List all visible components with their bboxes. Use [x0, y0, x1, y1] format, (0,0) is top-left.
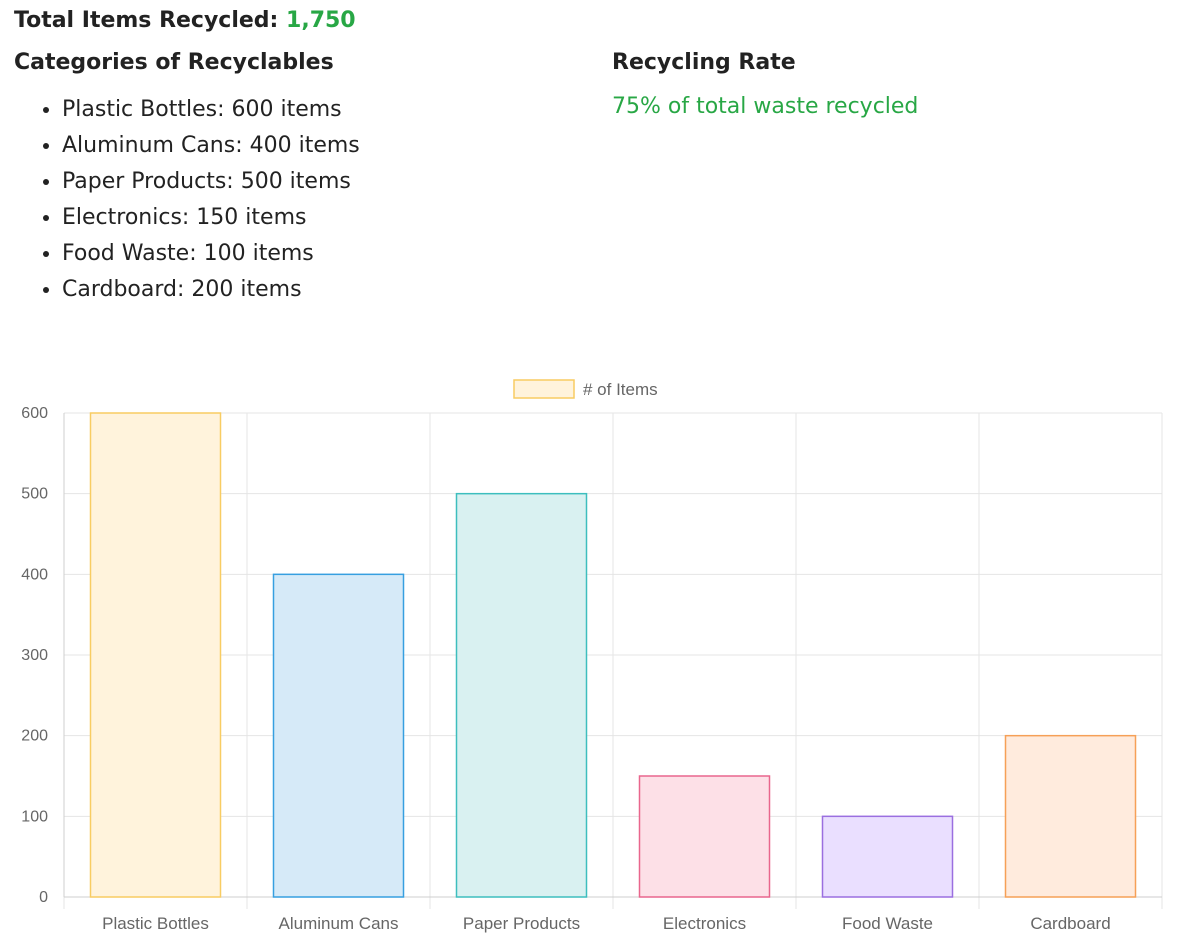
categories-heading: Categories of Recyclables	[14, 50, 334, 75]
category-list-item: Cardboard: 200 items	[62, 272, 360, 308]
bar-paper-products[interactable]	[455, 492, 588, 898]
x-tick-label: Electronics	[663, 914, 746, 933]
y-tick-label: 0	[39, 889, 48, 906]
category-list-item: Food Waste: 100 items	[62, 236, 360, 272]
bar-plastic-bottles[interactable]	[89, 412, 222, 898]
summary-title: Total Items Recycled: 1,750	[14, 8, 356, 33]
summary-total: 1,750	[286, 8, 356, 33]
category-list-item: Paper Products: 500 items	[62, 164, 360, 200]
bar-cardboard[interactable]	[1004, 734, 1137, 898]
bar-food-waste[interactable]	[821, 815, 954, 898]
bar-aluminum-cans[interactable]	[272, 573, 405, 898]
x-tick-label: Plastic Bottles	[102, 914, 209, 933]
y-tick-label: 300	[21, 647, 48, 664]
recycling-rate-heading: Recycling Rate	[612, 50, 796, 75]
x-tick-label: Aluminum Cans	[279, 914, 399, 933]
recycling-rate-text: 75% of total waste recycled	[612, 94, 919, 119]
bar-chart-container: 0 100 200 300 400 500 600 Plastic Bottles Alumin…	[0, 360, 1179, 952]
legend-label[interactable]: # of Items	[583, 380, 658, 399]
category-list-item: Plastic Bottles: 600 items	[62, 92, 360, 128]
legend-swatch[interactable]	[513, 379, 575, 399]
bar-chart: 0 100 200 300 400 500 600 Plastic Bottles Alumin…	[21, 379, 1163, 933]
y-tick-label: 200	[21, 728, 48, 745]
category-list: Plastic Bottles: 600 items Aluminum Cans…	[14, 92, 360, 308]
category-list-item: Aluminum Cans: 400 items	[62, 128, 360, 164]
y-tick-label: 400	[21, 566, 48, 583]
y-tick-label: 100	[21, 808, 48, 825]
category-list-item: Electronics: 150 items	[62, 200, 360, 236]
x-tick-label: Paper Products	[463, 914, 580, 933]
y-tick-label: 600	[21, 405, 48, 422]
bar-electronics[interactable]	[638, 775, 771, 898]
x-tick-label: Food Waste	[842, 914, 933, 933]
x-tick-label: Cardboard	[1030, 914, 1110, 933]
summary-label: Total Items Recycled:	[14, 8, 279, 33]
y-tick-label: 500	[21, 486, 48, 503]
